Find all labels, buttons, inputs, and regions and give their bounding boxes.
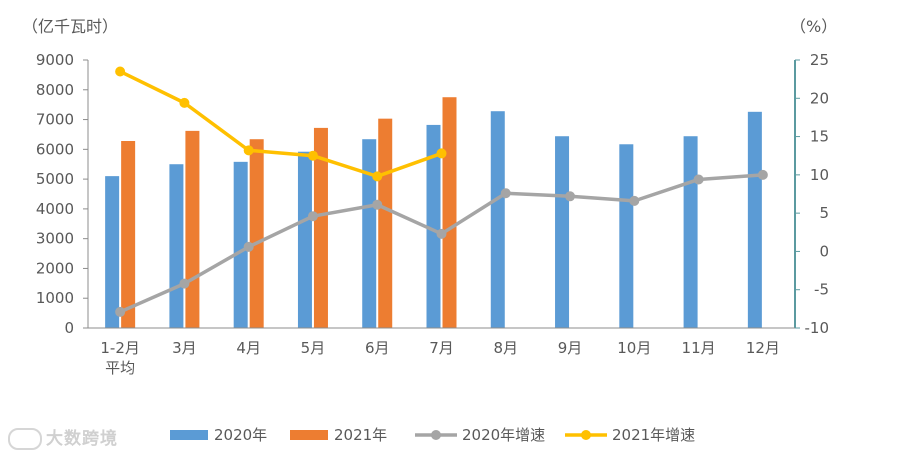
x-tick-label: 4月 [236, 339, 261, 357]
left-tick-label: 9000 [36, 51, 74, 69]
bar-2020 [683, 136, 698, 328]
left-axis-unit: （亿千瓦时） [22, 17, 118, 36]
bar-2020 [362, 139, 377, 328]
bar-2020 [490, 111, 505, 329]
line-2020-growth [119, 173, 763, 314]
point-2020-growth [500, 188, 511, 199]
watermark-text: 大数跨境 [46, 429, 118, 449]
right-tick-label: -5 [814, 281, 829, 299]
x-tick-label: 9月 [558, 339, 583, 357]
x-tick-label: 10月 [617, 339, 651, 357]
left-tick-label: 2000 [36, 259, 74, 277]
point-2020-growth [179, 278, 190, 289]
bar-2020 [297, 151, 312, 328]
point-2020-growth [565, 191, 576, 202]
left-tick-label: 7000 [36, 111, 74, 129]
legend-label: 2021年增速 [612, 426, 695, 444]
watermark: 大数跨境 [8, 424, 118, 450]
legend-label: 2021年 [334, 426, 387, 444]
bar-2020 [169, 164, 184, 328]
bar-2020 [555, 136, 570, 328]
bar-2020 [105, 176, 120, 328]
x-tick-label: 5月 [301, 339, 326, 357]
point-2021-growth [436, 148, 447, 159]
legend-label: 2020年增速 [462, 426, 545, 444]
bar-2021 [121, 140, 136, 328]
bar-2021 [442, 97, 457, 328]
point-2020-growth [436, 228, 447, 239]
legend-swatch [290, 430, 328, 440]
left-tick-label: 4000 [36, 200, 74, 218]
legend-marker [431, 430, 441, 440]
x-tick-label: 6月 [365, 339, 390, 357]
watermark-logo-icon [8, 428, 42, 450]
point-2020-growth [693, 174, 704, 185]
point-2021-growth [115, 66, 126, 77]
point-2021-growth [179, 97, 190, 108]
right-tick-label: 15 [810, 128, 829, 146]
right-tick-label: 0 [819, 242, 829, 260]
left-tick-label: 0 [64, 319, 74, 337]
legend: 2020年 2021年 2020年增速 2021年增速 [170, 426, 695, 444]
point-2020-growth [115, 306, 126, 317]
left-tick-label: 6000 [36, 140, 74, 158]
left-tick-label: 8000 [36, 81, 74, 99]
bar-series [105, 97, 762, 329]
right-tick-label: 10 [810, 166, 829, 184]
right-axis-unit: （%） [790, 17, 837, 36]
left-tick-label: 3000 [36, 230, 74, 248]
bar-2020 [747, 111, 762, 329]
x-tick-label: 8月 [493, 339, 518, 357]
point-2021-growth [307, 150, 318, 161]
line-series [115, 66, 768, 317]
x-tick-label: 12月 [746, 339, 780, 357]
right-tick-label: -10 [805, 319, 830, 337]
bar-2021 [185, 130, 200, 328]
x-tick-label: 11月 [682, 339, 716, 357]
point-2020-growth [307, 211, 318, 222]
legend-label: 2020年 [214, 426, 267, 444]
right-axis: -10 -5 0 5 10 15 20 25 [795, 51, 829, 337]
left-tick-label: 5000 [36, 170, 74, 188]
point-2021-growth [372, 171, 383, 182]
point-2020-growth [629, 195, 640, 206]
x-tick-label: 1-2月平均 [100, 339, 140, 377]
bar-2021 [249, 139, 264, 328]
right-tick-label: 5 [819, 204, 829, 222]
bar-2021 [378, 118, 393, 328]
right-tick-label: 20 [810, 89, 829, 107]
left-tick-label: 1000 [36, 289, 74, 307]
line-2021-growth [119, 69, 443, 179]
legend-swatch [170, 430, 208, 440]
legend-marker [581, 430, 591, 440]
x-tick-label: 7月 [429, 339, 454, 357]
x-axis: 1-2月平均 3月 4月 5月 6月 7月 8月 9月 10月 11月 12月 [100, 339, 780, 377]
bar-2020 [233, 161, 248, 328]
right-tick-label: 25 [810, 51, 829, 69]
left-axis: 0 1000 2000 3000 4000 5000 6000 7000 8000 9000 [36, 51, 88, 337]
x-tick-label: 3月 [172, 339, 197, 357]
point-2020-growth [757, 169, 768, 180]
point-2021-growth [243, 145, 254, 156]
bar-2020 [619, 144, 634, 328]
point-2020-growth [372, 199, 383, 210]
point-2020-growth [243, 241, 254, 252]
bar-2021 [313, 127, 328, 328]
bar-2020 [426, 124, 441, 328]
